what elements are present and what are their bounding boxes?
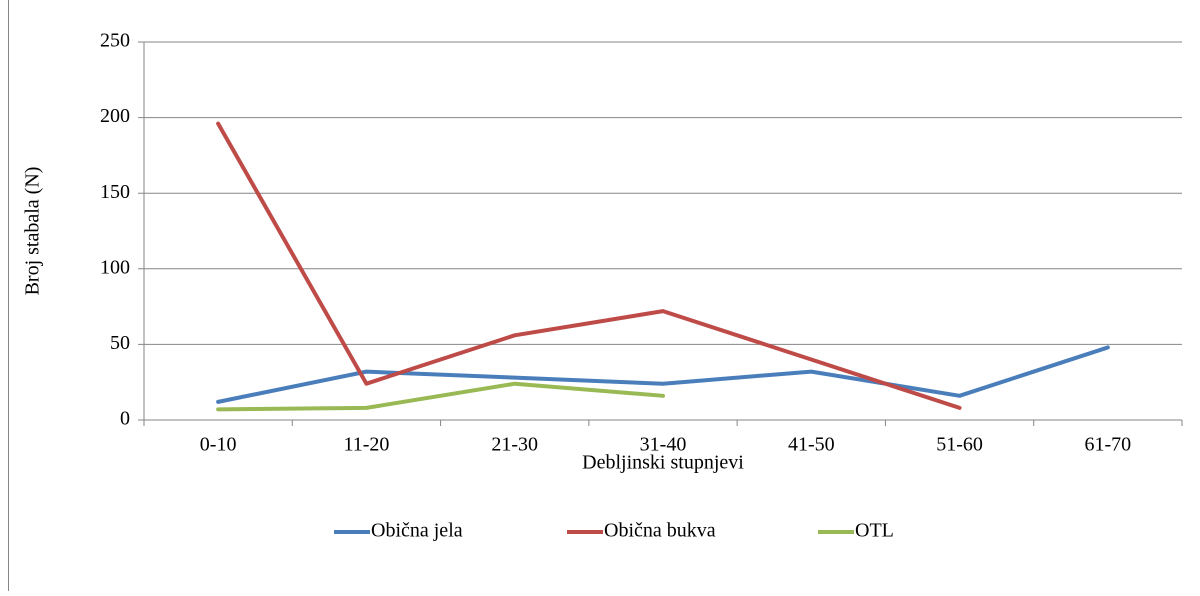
y-tick-label: 200 <box>100 105 130 127</box>
legend-label: Obična jela <box>371 520 463 542</box>
y-tick-label: 100 <box>100 256 130 278</box>
x-tick-label: 11-20 <box>343 434 389 456</box>
y-tick-label: 250 <box>100 30 130 52</box>
x-axis-label: Debljinski stupnjevi <box>582 452 744 474</box>
series-line <box>216 381 665 412</box>
x-tick-label: 31-40 <box>640 434 687 456</box>
x-tick-label: 0-10 <box>200 434 237 456</box>
y-tick-label: 50 <box>110 332 130 354</box>
series-line <box>216 345 1110 404</box>
x-tick-label: 21-30 <box>491 434 538 456</box>
legend-label: OTL <box>855 520 894 542</box>
legend-label: Obična bukva <box>604 520 716 542</box>
x-tick-label: 41-50 <box>788 434 835 456</box>
y-tick-label: 150 <box>100 181 130 203</box>
y-axis-label: Broj stabala (N) <box>22 167 44 296</box>
series-line <box>216 121 962 410</box>
y-tick-label: 0 <box>120 408 130 430</box>
x-tick-label: 51-60 <box>936 434 983 456</box>
x-tick-label: 61-70 <box>1085 434 1132 456</box>
